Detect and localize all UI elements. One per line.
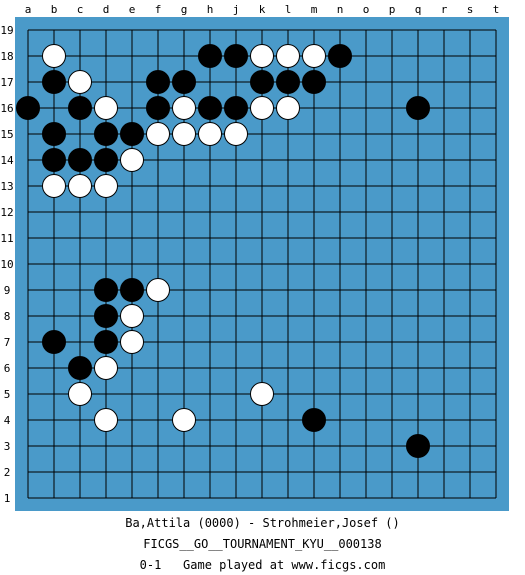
row-label: 15: [0, 128, 13, 141]
column-label: d: [103, 3, 110, 16]
column-label: s: [467, 3, 474, 16]
column-label: c: [77, 3, 84, 16]
row-label: 6: [4, 362, 11, 375]
black-stone-j18: [224, 44, 248, 68]
black-stone-c6: [68, 356, 92, 380]
black-stone-d7: [94, 330, 118, 354]
white-stone-h15: [198, 122, 222, 146]
row-label: 9: [4, 284, 11, 297]
black-stone-h16: [198, 96, 222, 120]
white-stone-c13: [68, 174, 92, 198]
column-label: p: [389, 3, 396, 16]
black-stone-g17: [172, 70, 196, 94]
black-stone-a16: [16, 96, 40, 120]
white-stone-g15: [172, 122, 196, 146]
players-caption: Ba,Attila (0000) - Strohmeier,Josef (): [125, 516, 400, 530]
result-line: 0-1 Game played at www.ficgs.com: [0, 558, 525, 572]
white-stone-g16: [172, 96, 196, 120]
black-stone-j16: [224, 96, 248, 120]
row-label: 16: [0, 102, 13, 115]
row-label: 12: [0, 206, 13, 219]
row-label: 2: [4, 466, 11, 479]
white-stone-g4: [172, 408, 196, 432]
column-label: t: [493, 3, 500, 16]
column-label: q: [415, 3, 422, 16]
white-stone-d13: [94, 174, 118, 198]
row-label: 18: [0, 50, 13, 63]
white-stone-k16: [250, 96, 274, 120]
white-stone-e8: [120, 304, 144, 328]
row-label: 13: [0, 180, 13, 193]
black-stone-b14: [42, 148, 66, 172]
white-stone-k5: [250, 382, 274, 406]
black-stone-e15: [120, 122, 144, 146]
black-stone-b17: [42, 70, 66, 94]
column-label: e: [129, 3, 136, 16]
black-stone-h18: [198, 44, 222, 68]
row-label: 8: [4, 310, 11, 323]
game-site: Game played at www.ficgs.com: [183, 558, 386, 572]
row-label: 17: [0, 76, 13, 89]
white-stone-d4: [94, 408, 118, 432]
column-label: h: [207, 3, 214, 16]
black-stone-b15: [42, 122, 66, 146]
black-stone-f17: [146, 70, 170, 94]
black-stone-m4: [302, 408, 326, 432]
column-label: g: [181, 3, 188, 16]
row-label: 14: [0, 154, 14, 167]
black-stone-n18: [328, 44, 352, 68]
white-stone-b18: [42, 44, 66, 68]
black-stone-q16: [406, 96, 430, 120]
column-label: j: [233, 3, 240, 16]
white-stone-m18: [302, 44, 326, 68]
white-stone-e7: [120, 330, 144, 354]
black-stone-d9: [94, 278, 118, 302]
column-label: r: [441, 3, 448, 16]
game-result: 0-1: [139, 558, 162, 572]
white-stone-l16: [276, 96, 300, 120]
white-stone-l18: [276, 44, 300, 68]
column-label: m: [311, 3, 318, 16]
black-stone-l17: [276, 70, 300, 94]
column-label: a: [25, 3, 32, 16]
row-label: 19: [0, 24, 13, 37]
black-stone-k17: [250, 70, 274, 94]
white-stone-j15: [224, 122, 248, 146]
black-stone-b7: [42, 330, 66, 354]
black-stone-d15: [94, 122, 118, 146]
tournament-caption: FICGS__GO__TOURNAMENT_KYU__000138: [143, 537, 382, 551]
white-stone-c17: [68, 70, 92, 94]
column-label: o: [363, 3, 370, 16]
white-stone-e14: [120, 148, 144, 172]
column-label: f: [155, 3, 162, 16]
column-label: l: [285, 3, 292, 16]
row-label: 10: [0, 258, 13, 271]
white-stone-d6: [94, 356, 118, 380]
row-label: 3: [4, 440, 11, 453]
black-stone-e9: [120, 278, 144, 302]
column-label: k: [259, 3, 266, 16]
black-stone-d8: [94, 304, 118, 328]
black-stone-m17: [302, 70, 326, 94]
row-label: 5: [4, 388, 11, 401]
white-stone-f15: [146, 122, 170, 146]
white-stone-d16: [94, 96, 118, 120]
white-stone-f9: [146, 278, 170, 302]
white-stone-c5: [68, 382, 92, 406]
row-label: 4: [4, 414, 11, 427]
black-stone-c14: [68, 148, 92, 172]
column-label: b: [51, 3, 58, 16]
white-stone-b13: [42, 174, 66, 198]
black-stone-f16: [146, 96, 170, 120]
white-stone-k18: [250, 44, 274, 68]
black-stone-q3: [406, 434, 430, 458]
black-stone-d14: [94, 148, 118, 172]
column-label: n: [337, 3, 344, 16]
row-label: 1: [4, 492, 11, 505]
black-stone-c16: [68, 96, 92, 120]
row-label: 11: [0, 232, 13, 245]
row-label: 7: [4, 336, 11, 349]
